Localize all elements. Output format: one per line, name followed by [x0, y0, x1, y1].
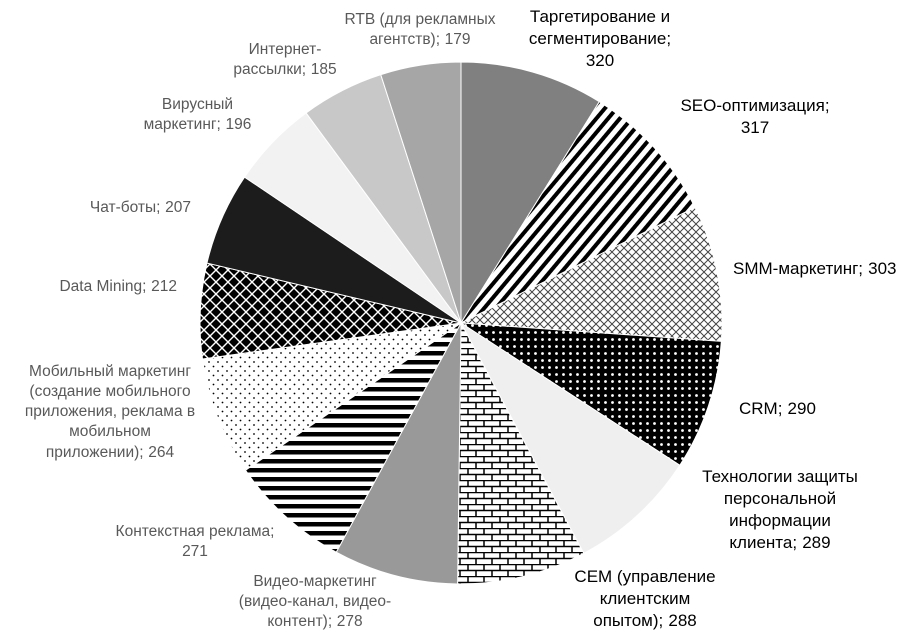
- value-label: 271: [182, 543, 208, 561]
- slice-label: SEO-оптимизация; 317: [655, 95, 855, 139]
- slice-label: Видео-маркетинг (видео-канал, видео- кон…: [215, 572, 415, 632]
- category-label: RTB (для рекламных агентств);: [344, 11, 496, 49]
- slice-label: Чат-боты; 207: [0, 198, 191, 218]
- category-label: Чат-боты;: [89, 199, 161, 216]
- pie-slice: [459, 100, 696, 325]
- category-label: Таргетирование и сегментирование;: [528, 7, 672, 49]
- category-label: SEO-оптимизация;: [680, 96, 830, 115]
- value-label: 320: [585, 51, 615, 71]
- category-label: Мобильный маркетинг (создание мобильного…: [24, 363, 196, 461]
- value-label: 289: [802, 533, 831, 553]
- category-label: Вирусный маркетинг;: [143, 96, 234, 134]
- slice-label: RTB (для рекламных агентств); 179: [325, 10, 515, 50]
- pie-slice: [460, 322, 681, 555]
- slice-label: Data Mining; 212: [0, 277, 177, 297]
- pie-slice: [335, 322, 462, 585]
- value-label: 196: [225, 116, 252, 134]
- slice-label: Интернет- рассылки; 185: [215, 40, 355, 80]
- category-label: Видео-маркетинг (видео-канал, видео- кон…: [238, 573, 392, 631]
- value-label: 185: [310, 61, 337, 79]
- pie-slice: [460, 61, 601, 325]
- slice-label: Технологии защиты персональной информаци…: [680, 466, 880, 554]
- value-label: 290: [787, 399, 816, 418]
- value-label: 317: [740, 118, 770, 138]
- slice-label: SMM-маркетинг; 303: [733, 258, 921, 280]
- slice-label: CRM; 290: [739, 398, 859, 420]
- category-label: SMM-маркетинг;: [733, 259, 864, 278]
- category-label: Технологии защиты персональной информаци…: [702, 467, 858, 553]
- value-label: 212: [151, 278, 177, 295]
- value-label: 288: [668, 611, 697, 631]
- value-label: 207: [165, 199, 191, 216]
- pie-slice: [201, 322, 462, 471]
- pie-slice: [457, 322, 585, 585]
- slice-label: Контекстная реклама; 271: [95, 522, 295, 562]
- value-label: 278: [336, 613, 363, 631]
- category-label: CRM;: [739, 399, 783, 418]
- value-label: 179: [444, 31, 471, 49]
- value-label: 264: [148, 443, 175, 461]
- pie-slice: [459, 206, 723, 342]
- slice-label: Вирусный маркетинг; 196: [125, 95, 270, 135]
- category-label: Интернет- рассылки;: [233, 41, 322, 79]
- category-label: Data Mining;: [59, 278, 147, 295]
- value-label: 303: [868, 259, 897, 278]
- slice-label: CEM (управление клиентским опытом); 288: [555, 566, 735, 632]
- pie-slice: [459, 322, 722, 466]
- pie-slice: [380, 61, 462, 324]
- slice-label: Таргетирование и сегментирование; 320: [490, 6, 710, 72]
- category-label: Контекстная реклама;: [115, 523, 275, 540]
- pie-slice: [244, 322, 462, 553]
- slice-label: Мобильный маркетинг (создание мобильного…: [5, 362, 215, 463]
- category-label: CEM (управление клиентским опытом);: [574, 567, 716, 631]
